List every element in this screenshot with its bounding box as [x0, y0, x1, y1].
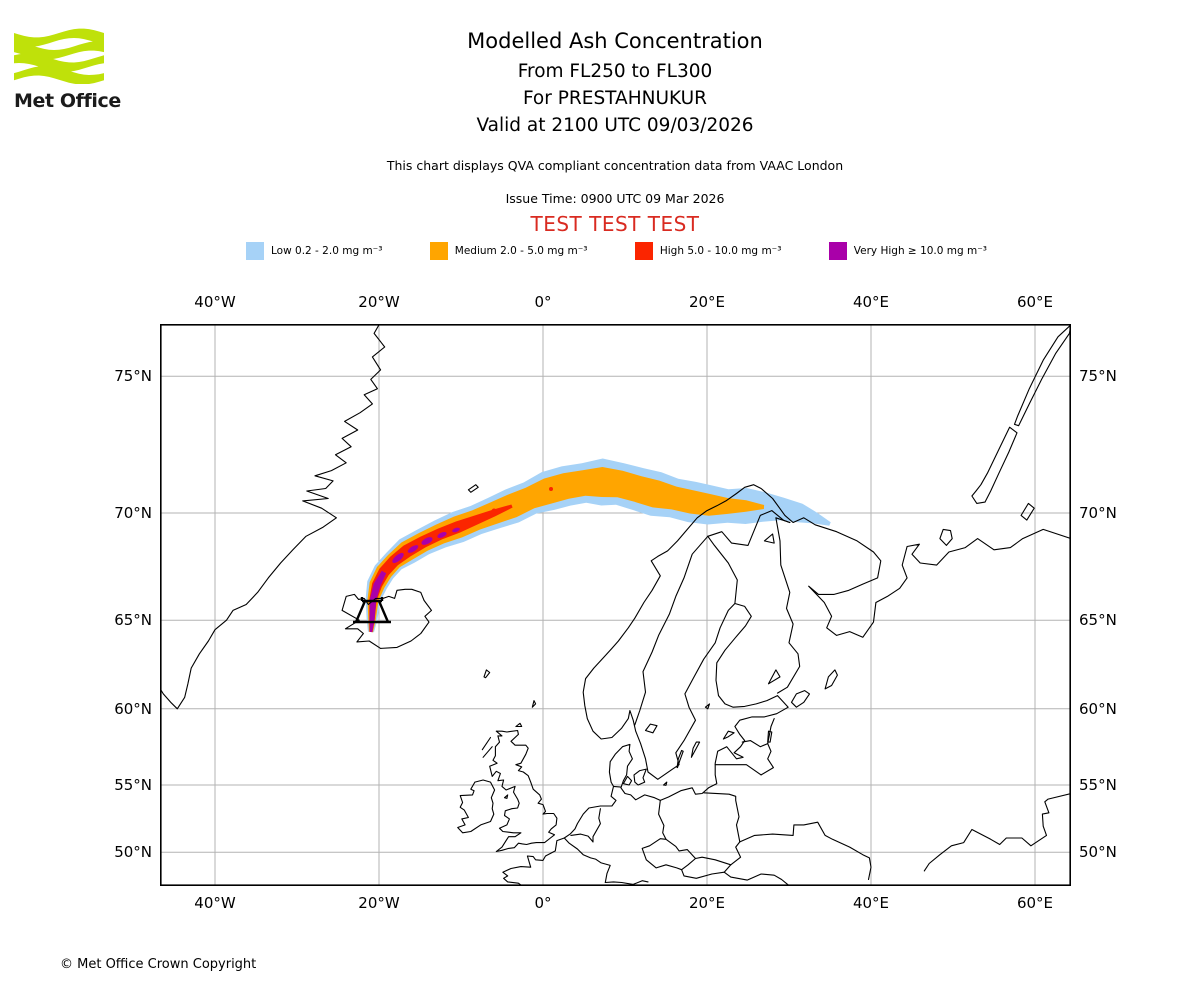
legend-item-low: Low 0.2 - 2.0 mg m⁻³	[246, 242, 382, 260]
subtitle-valid-time: Valid at 2100 UTC 09/03/2026	[476, 115, 754, 136]
ash-band-medium	[367, 467, 765, 633]
lon-tick-bottom: 40°E	[852, 894, 890, 912]
lon-tick-top: 0°	[534, 293, 552, 311]
map-canvas	[158, 317, 1072, 890]
lat-tick-right: 55°N	[1079, 775, 1117, 794]
lon-tick-top: 40°E	[852, 293, 890, 311]
legend-label: Medium 2.0 - 5.0 mg m⁻³	[454, 245, 588, 257]
legend-swatch-high	[634, 242, 653, 260]
graticule	[160, 324, 1071, 886]
legend-item-high: High 5.0 - 10.0 mg m⁻³	[634, 242, 782, 260]
legend-label: Low 0.2 - 2.0 mg m⁻³	[271, 245, 383, 257]
met-office-waves-icon	[14, 28, 104, 85]
subtitle-volcano: For PRESTAHNUKUR	[522, 88, 708, 109]
qva-note: This chart displays QVA compliant concen…	[386, 158, 844, 173]
map-area	[158, 317, 1072, 890]
test-banner: TEST TEST TEST	[530, 212, 700, 236]
lat-tick-left: 65°N	[114, 611, 152, 630]
page-title: Modelled Ash Concentration	[467, 29, 763, 53]
met-office-logo-text: Met Office	[14, 90, 121, 112]
lon-tick-bottom: 0°	[534, 894, 552, 912]
ash-fleck-high	[491, 508, 497, 514]
lon-tick-top: 20°W	[358, 293, 400, 311]
lat-tick-left: 70°N	[114, 504, 152, 522]
lat-tick-right: 50°N	[1079, 843, 1117, 862]
legend-swatch-low	[246, 242, 264, 260]
ash-band-high	[369, 504, 513, 633]
lat-tick-left: 55°N	[114, 775, 152, 794]
ash-blob-very-high	[407, 545, 419, 553]
legend-swatch-very-high	[828, 242, 847, 260]
ash-blob-very-high	[437, 532, 447, 538]
lat-tick-right: 65°N	[1079, 611, 1117, 630]
lat-tick-left: 50°N	[114, 843, 152, 862]
issue-time: Issue Time: 0900 UTC 09 Mar 2026	[505, 191, 725, 206]
legend-item-medium: Medium 2.0 - 5.0 mg m⁻³	[429, 242, 588, 260]
lon-tick-bottom: 60°E	[1016, 894, 1054, 912]
copyright-notice: © Met Office Crown Copyright	[60, 957, 257, 972]
lon-tick-top: 60°E	[1016, 293, 1054, 311]
lat-tick-right: 70°N	[1079, 504, 1117, 522]
lat-tick-right: 75°N	[1079, 367, 1117, 386]
ash-blob-very-high	[392, 552, 404, 564]
volcano-marker-icon	[353, 597, 391, 624]
legend-swatch-medium	[429, 242, 448, 260]
legend: Low 0.2 - 2.0 mg m⁻³ Medium 2.0 - 5.0 mg …	[246, 242, 987, 260]
ash-band-very-high	[369, 570, 387, 633]
legend-label: High 5.0 - 10.0 mg m⁻³	[659, 245, 782, 257]
ash-fleck-high	[549, 487, 553, 491]
legend-item-very-high: Very High ≥ 10.0 mg m⁻³	[828, 242, 987, 260]
ash-blob-very-high	[452, 527, 460, 533]
lat-tick-right: 60°N	[1079, 699, 1117, 718]
lat-tick-left: 60°N	[114, 699, 152, 718]
met-office-logo: Met Office	[14, 26, 124, 112]
lon-tick-bottom: 20°W	[358, 894, 400, 912]
ash-blob-very-high	[421, 537, 433, 545]
subtitle-flight-levels: From FL250 to FL300	[517, 61, 713, 82]
legend-label: Very High ≥ 10.0 mg m⁻³	[853, 245, 987, 257]
lon-tick-top: 20°E	[688, 293, 726, 311]
lat-tick-left: 75°N	[114, 367, 152, 386]
lon-tick-top: 40°W	[194, 293, 236, 311]
lon-tick-bottom: 20°E	[688, 894, 726, 912]
coastlines	[158, 317, 1072, 890]
map-frame	[160, 324, 1072, 887]
lon-tick-bottom: 40°W	[194, 894, 236, 912]
